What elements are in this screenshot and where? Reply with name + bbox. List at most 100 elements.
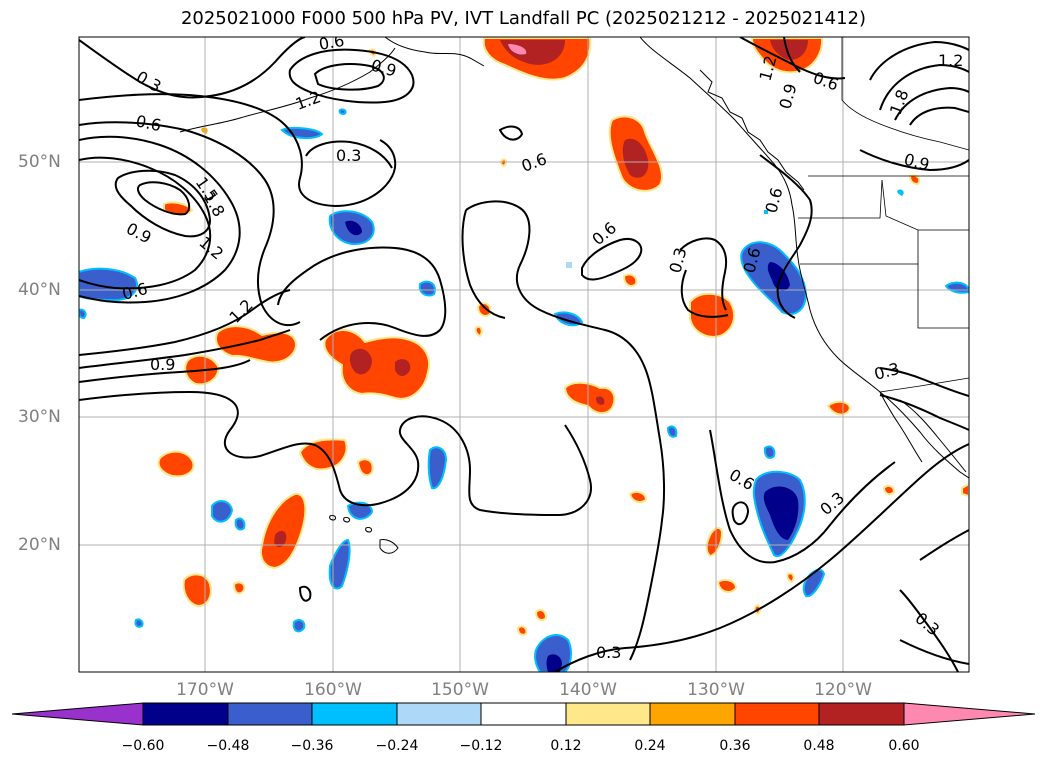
contour-ridge-west [461,209,506,319]
colorbar-tick-060: 0.60 [888,738,920,754]
contour-03-pacific [79,93,397,208]
contour-label-09-b: 0.9 [150,355,175,374]
shade-darkred-central-1 [349,348,372,375]
shade-darkred-alaska-bc [770,40,808,60]
se-alaska-coast [639,37,793,206]
colorbar-seg-lightblue [396,702,482,726]
lat-label-40n: 40°N [18,280,61,300]
colorbar-tick-m048: −0.48 [206,738,250,754]
shade-red-135w-41n [622,273,638,287]
shade-red-138w-32n [563,381,616,414]
bc-islands [699,69,805,191]
shade-darkred-offshore-50n [622,138,649,178]
contour-label-03-b: 0.3 [336,146,361,165]
shade-blue-151w-40n [418,280,436,297]
map-title: 2025021000 F000 500 hPa PV, IVT Landfall… [180,8,867,29]
shade-darkred-138w-32n [596,396,605,405]
ivt-positive-shading [157,37,969,636]
contour-310-small [298,585,312,602]
hawaii-big [379,539,399,554]
shade-red-172w-15n [182,573,212,608]
colorbar-tick-m060: −0.60 [121,738,165,754]
gulf-california [899,399,967,473]
contour-03-sw-corner [899,589,959,672]
shade-blue-west-edge-2 [79,308,87,320]
contour-03-se-edge [919,529,969,561]
shade-red-160w-26n [298,438,348,471]
colorbar-tick-012: 0.12 [550,738,582,754]
shade-darkred-165w-20n [274,530,287,548]
shade-red-144w-14n [534,609,548,621]
colorbar-seg-navy [142,702,229,726]
lon-label-140w: 140°W [559,680,617,700]
hawaii-maui [365,527,373,533]
contour-03-north [79,37,306,99]
contour-06-se-edge [899,639,969,665]
shade-red-115w-49n [908,174,921,186]
border-ak-bc [841,37,969,151]
shade-red-125w-17n [786,572,795,584]
shade-red-170w-53n [201,127,208,134]
colorbar-tick-048: 0.48 [803,738,835,754]
shade-blue-133w-29n [666,425,678,438]
shade-red-167w-17n [232,581,246,595]
contour-small-north [498,125,524,141]
contour-06-offshore [581,238,643,281]
lon-label-160w: 160°W [304,680,362,700]
shade-red-120w-31n [826,400,852,416]
colorbar-seg-blue [227,702,313,726]
contour-west-low-18 [136,181,191,216]
contour-06-ne [739,37,846,80]
border-id [881,179,969,231]
contour-03-se [879,394,969,431]
shade-blue-152w-27n [427,446,448,490]
colorbar-tick-m036: −0.36 [290,738,334,754]
lat-label-50n: 50°N [18,152,61,172]
shade-blue-162w-13n [292,619,306,633]
map-plot-area: 0.3 0.6 0.9 1.2 1.5 1.8 0.6 1.2 0.9 0.3 … [79,37,969,672]
shade-darkred-central-2 [395,359,411,376]
contour-06-big [79,121,301,327]
contour-west-low-12 [79,156,212,290]
contour-central-big [277,246,447,341]
colorbar-tick-036: 0.36 [719,738,751,754]
lon-label-120w: 120°W [814,680,872,700]
contour-03-mid [305,140,393,169]
baja-california [879,391,923,463]
colorbar-seg-orange [649,702,736,726]
political-borders [798,37,969,393]
contour-03-bottom [554,443,969,672]
contour-ridge-03 [465,200,666,661]
contour-06-south [709,429,896,564]
lon-label-170w: 170°W [176,680,234,700]
contour-06-coast [679,237,728,311]
contour-ne-high-outer [869,40,969,81]
shade-red-117w-24n [882,484,896,496]
shade-red-165w-20n [259,492,307,570]
map-frame [78,36,970,673]
lat-label-30n: 30°N [18,407,61,427]
lon-label-150w: 150°W [431,680,489,700]
contour-09-ne [783,37,801,73]
shade-blue-159w-22n [346,501,374,520]
colorbar-seg-red [734,702,820,726]
shade-blue-126w-27n [763,445,776,459]
shade-lightblue-123w-47n [764,210,768,214]
contour-ne-high-1 [879,63,969,111]
shade-blue-143w-10n [534,634,573,672]
coastlines [179,37,969,554]
shade-red-se-corner [961,482,969,498]
colorbar-extend-right [903,702,1036,726]
colorbar-seg-cyan [311,702,398,726]
shade-navy-125w-23n [763,486,799,540]
contour-09-lower [79,329,291,369]
aleutian-islands [179,47,396,133]
pv-contours [79,37,969,672]
colorbar-seg-yellow [565,702,651,726]
contour-12-lower [79,289,291,356]
contour-low-center [288,48,415,104]
colorbar-tick-m012: −0.12 [459,738,503,754]
contour-03-se-2 [879,367,969,397]
colorbar [11,702,1036,726]
shade-lightblue-110w-47n [897,189,904,196]
